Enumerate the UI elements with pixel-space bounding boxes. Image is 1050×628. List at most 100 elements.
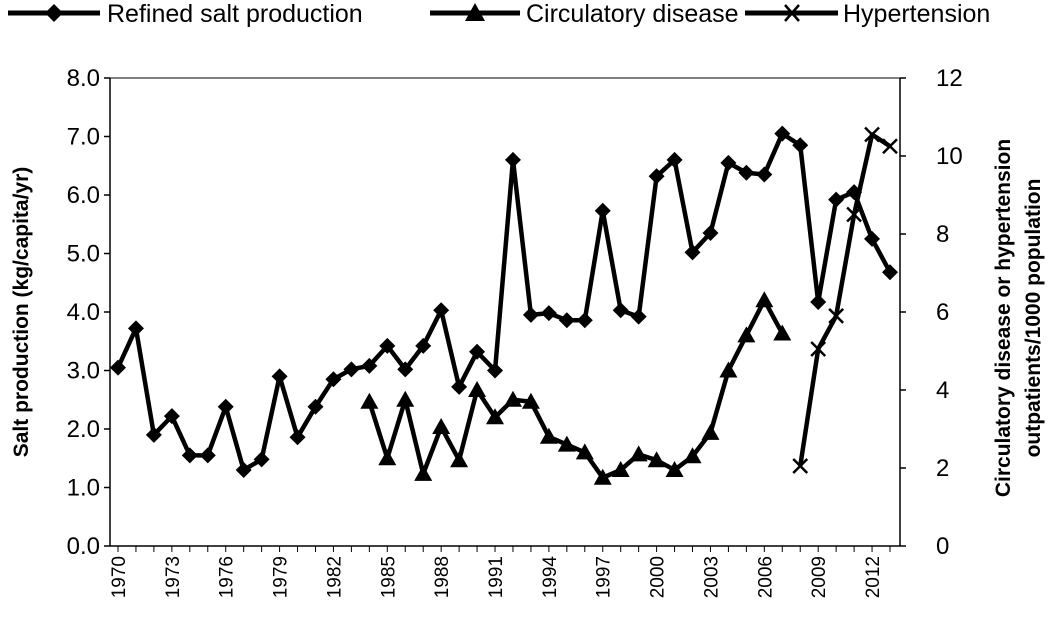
- data-point: [846, 206, 862, 223]
- y2-tick-label: 2: [936, 455, 949, 482]
- x-tick-label: 1973: [163, 556, 184, 598]
- data-point: [612, 302, 629, 319]
- data-point: [396, 390, 415, 407]
- series-circulatory-disease: [360, 291, 792, 485]
- y2-axis-title-line1: Circulatory disease or hypertension: [992, 139, 1015, 497]
- data-point: [702, 225, 719, 242]
- data-point: [361, 357, 378, 374]
- legend-entry-hypertension: Hypertension: [745, 0, 990, 28]
- data-point: [217, 398, 234, 415]
- series-layer: [110, 125, 898, 485]
- data-point: [451, 378, 468, 395]
- y-tick-label: 2.0: [67, 416, 100, 443]
- data-point: [503, 390, 522, 407]
- data-point: [540, 305, 557, 322]
- x-tick-label: 2012: [863, 556, 884, 598]
- data-point: [774, 125, 791, 142]
- y-tick-label: 4.0: [67, 299, 100, 326]
- data-point: [701, 423, 720, 440]
- data-point: [810, 341, 827, 357]
- data-point: [487, 362, 504, 379]
- data-point: [665, 460, 684, 477]
- data-point: [504, 151, 521, 168]
- y-tick-label: 1.0: [67, 475, 100, 502]
- legend-label-circulatory: Circulatory disease: [526, 0, 739, 28]
- data-point: [253, 451, 270, 468]
- data-point: [792, 458, 809, 474]
- data-point: [307, 398, 324, 415]
- data-point: [522, 306, 539, 323]
- data-point: [199, 447, 216, 464]
- series-line: [367, 298, 785, 480]
- y2-tick-label: 8: [936, 221, 949, 248]
- y-tick-label: 8.0: [67, 65, 100, 92]
- legend-entry-refined-salt: Refined salt production: [8, 0, 363, 28]
- y-axis-ticks: 0.0 1.0 2.0 3.0 4.0 5.0 6.0 7.0 8.0: [67, 65, 110, 560]
- data-point: [594, 202, 611, 219]
- y2-axis-ticks: 0 2 4 6 8 10 12: [900, 65, 963, 560]
- data-point: [343, 361, 360, 378]
- y-tick-label: 0.0: [67, 533, 100, 560]
- data-point: [110, 359, 126, 376]
- data-point: [415, 337, 432, 354]
- x-tick-label: 2003: [701, 556, 722, 598]
- y2-axis-title-line2: outpatients/1000 population: [1022, 179, 1045, 458]
- data-point: [414, 464, 433, 481]
- data-point: [127, 320, 144, 337]
- series-line: [115, 131, 892, 473]
- data-point: [379, 337, 396, 354]
- data-point: [611, 460, 630, 477]
- x-tick-label: 1970: [109, 556, 130, 598]
- y2-tick-label: 4: [936, 377, 949, 404]
- x-tick-label: 1988: [432, 556, 453, 598]
- y2-tick-label: 6: [936, 299, 949, 326]
- data-point: [738, 164, 755, 181]
- y-tick-label: 5.0: [67, 241, 100, 268]
- y-tick-label: 6.0: [67, 182, 100, 209]
- data-point: [828, 191, 845, 208]
- data-point: [629, 445, 648, 462]
- x-tick-label: 1976: [217, 556, 238, 598]
- data-point: [737, 326, 756, 343]
- data-point: [648, 168, 665, 185]
- y-tick-label: 7.0: [67, 124, 100, 151]
- data-point: [378, 449, 397, 466]
- y-axis-title: Salt production (kg/capita/yr): [10, 167, 33, 458]
- data-point: [575, 443, 594, 460]
- data-point: [468, 381, 487, 397]
- x-axis-ticks: 1970 1973 1976 1979 1982 1985 1988 1991 1994 1997…: [109, 546, 891, 599]
- y2-tick-label: 10: [936, 143, 963, 170]
- data-point: [720, 154, 737, 171]
- legend-entry-circulatory: Circulatory disease: [430, 0, 739, 28]
- x-tick-label: 2000: [648, 556, 669, 598]
- data-point: [325, 371, 342, 388]
- data-point: [630, 308, 647, 325]
- legend: Refined salt production Circulatory dise…: [8, 0, 990, 28]
- data-point: [145, 426, 162, 443]
- data-point: [557, 435, 576, 452]
- data-point: [181, 447, 198, 464]
- data-point: [539, 427, 558, 444]
- x-tick-label: 1985: [378, 556, 399, 598]
- x-tick-label: 2006: [755, 556, 776, 598]
- data-point: [756, 166, 773, 183]
- data-point: [521, 392, 540, 409]
- data-point: [432, 418, 451, 435]
- data-point: [397, 361, 414, 378]
- x-tick-label: 2009: [809, 556, 830, 598]
- x-tick-label: 1979: [271, 556, 292, 598]
- series-refined-salt-production: [110, 125, 898, 478]
- data-point: [647, 451, 666, 468]
- data-point: [683, 447, 702, 464]
- data-point: [864, 230, 881, 247]
- x-tick-label: 1997: [594, 556, 615, 598]
- data-point: [792, 137, 809, 154]
- data-point: [486, 408, 505, 425]
- data-point: [882, 264, 898, 281]
- x-tick-label: 1994: [540, 556, 561, 599]
- data-point: [576, 312, 593, 329]
- data-point: [433, 302, 450, 319]
- axes: [109, 77, 901, 547]
- data-point: [684, 244, 701, 261]
